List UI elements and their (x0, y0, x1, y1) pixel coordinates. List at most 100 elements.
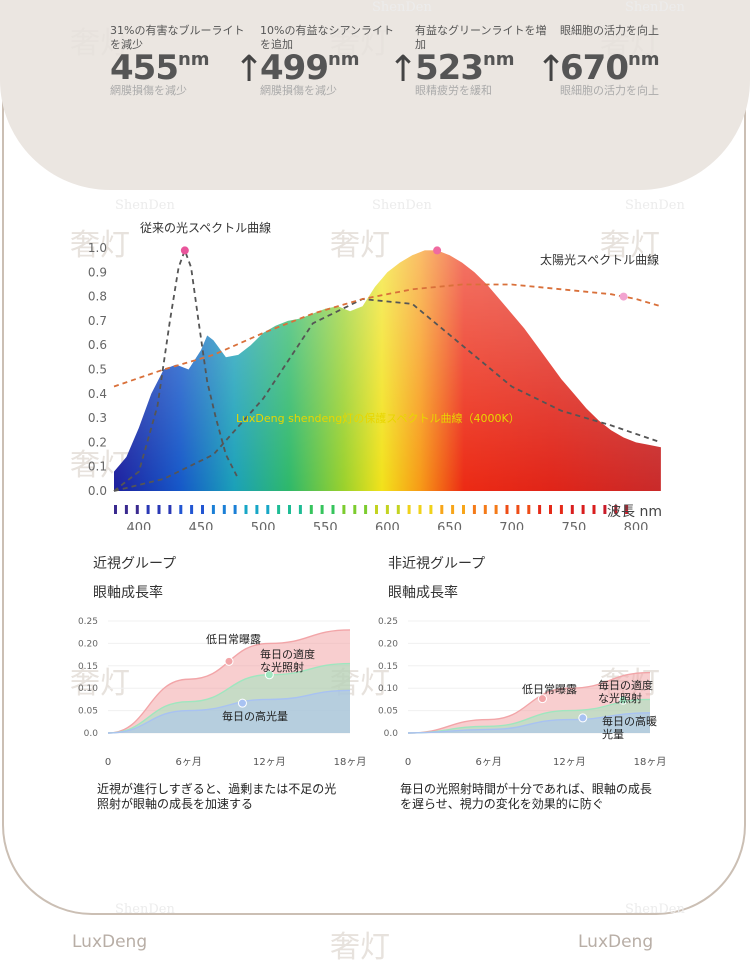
wavelength-swatch (277, 505, 281, 514)
left-panel-title: 近視グループ (93, 556, 177, 572)
y-tick-label: 0.0 (384, 729, 399, 739)
series-label: 低日常曝露 (206, 633, 261, 646)
x-tick-label: 650 (437, 521, 462, 530)
stat-value: 499nm (260, 48, 360, 88)
growth-chart-myopia: 0.25 0.20 0.15 0.10 0.05 0.0 低日常曝露毎日の適度な光照射毎日の… (78, 617, 366, 768)
wavelength-swatch (603, 505, 607, 514)
series-marker (237, 698, 247, 708)
dashed-curve-0 (113, 247, 240, 492)
wavelength-swatch (581, 505, 585, 514)
spectrum-area (114, 250, 661, 491)
y-tick-label: 0.25 (378, 617, 398, 627)
wavelength-swatch (135, 505, 139, 514)
series-marker (264, 670, 274, 680)
wavelength-swatch (157, 505, 161, 514)
sun-curve-label: 太陽光スペクトル曲線 (540, 252, 659, 267)
growth-line-1 (107, 662, 351, 734)
series-label: 毎日の適度 (260, 647, 315, 661)
wavelength-swatch (309, 505, 313, 514)
classic-curve-label: 従来の光スペクトル曲線 (140, 220, 271, 235)
y-tick-label: 0.4 (88, 387, 107, 401)
stat-subtext: 眼精疲労を緩和 (415, 84, 492, 97)
wavelength-swatch (592, 505, 596, 514)
wavelength-swatch (222, 505, 226, 514)
wavelength-swatch (538, 505, 542, 514)
wavelength-swatch (146, 505, 150, 514)
growth-area-2 (108, 690, 350, 733)
growth-line-2 (407, 712, 651, 734)
series-label: 毎日の高光量 (222, 709, 288, 723)
y-tick-label: 0.3 (88, 411, 107, 425)
series-marker (618, 695, 628, 705)
series-marker (578, 713, 588, 723)
wavelength-swatch (549, 505, 552, 514)
y-tick-label: 0.8 (88, 290, 107, 304)
growth-line-0 (407, 671, 651, 734)
wavelength-swatch (320, 505, 324, 514)
wavelength-swatch (385, 505, 389, 514)
wavelength-ticks (114, 505, 629, 514)
y-tick-label: 0.9 (88, 265, 107, 279)
stat-value: 455nm (110, 48, 210, 88)
brand-footer-left: LuxDeng (72, 932, 148, 952)
stat-description: 10%の有益なシアンライトを追加 (260, 24, 395, 51)
y-tick-label: 0.15 (378, 662, 398, 672)
series-label: 毎日の適度 (598, 678, 653, 692)
wavelength-swatch (451, 505, 455, 514)
series-label: 毎日の高暖 (602, 714, 657, 728)
y-tick-label: 1.0 (88, 241, 107, 255)
hero-band (0, 0, 750, 190)
wavelength-swatch (244, 505, 248, 514)
x-tick-label: 6ヶ月 (175, 756, 201, 768)
wavelength-swatch (429, 505, 433, 514)
right-panel-title: 非近視グループ (388, 556, 486, 572)
series-label: 光量 (602, 727, 624, 741)
wavelength-swatch (114, 505, 117, 514)
wavelength-swatch (440, 505, 444, 514)
wavelength-swatch (462, 505, 465, 514)
spectrum-chart: 0.0 0.1 0.2 0.3 0.4 0.5 0.6 0.7 0.8 0.9 1.0 400 450… (88, 220, 662, 530)
wavelength-swatch (505, 505, 509, 514)
series-label: な光照射 (260, 660, 304, 674)
wavelength-swatch (559, 505, 563, 514)
stat-description: 有益なグリーンライトを増加 (415, 24, 547, 51)
wavelength-swatch (266, 505, 270, 514)
growth-line-0 (107, 629, 351, 734)
up-arrow-icon: ↑ (388, 49, 419, 90)
y-tick-label: 0.25 (78, 617, 98, 627)
left-panel-subtitle: 眼軸成長率 (93, 585, 163, 601)
wavelength-swatch (396, 505, 400, 514)
x-tick-label: 6ヶ月 (475, 756, 501, 768)
growth-chart-non-myopia: 0.25 0.20 0.15 0.10 0.05 0.0 低日常曝露 毎日の適度な光照射毎日の… (378, 617, 666, 768)
wavelength-swatch (516, 505, 520, 514)
wavelength-swatch (494, 505, 498, 514)
y-tick-label: 0.05 (78, 707, 98, 717)
y-tick-label: 0.15 (78, 662, 98, 672)
y-tick-label: 0.7 (88, 314, 107, 328)
x-tick-label: 450 (189, 521, 214, 530)
x-axis: 400 450 500 550 600 650 700 750 800 (126, 521, 648, 530)
y-tick-label: 0.0 (84, 729, 99, 739)
x-tick-label: 12ヶ月 (553, 756, 586, 768)
y-tick-label: 0.20 (78, 639, 98, 649)
wavelength-swatch (233, 505, 237, 514)
wavelength-swatch (472, 505, 476, 514)
series-label: 低日常曝露 (522, 683, 577, 696)
y-tick-label: 0.10 (78, 684, 98, 694)
dashed-curve-2 (113, 283, 662, 388)
wavelength-swatch (375, 505, 378, 514)
y-tick-label: 0.2 (88, 435, 107, 449)
spectrum-highlight (114, 250, 661, 491)
x-tick-label: 600 (375, 521, 400, 530)
y-tick-label: 0.6 (88, 338, 107, 352)
classic-peak-marker (180, 246, 189, 255)
wavelength-swatch (124, 505, 128, 514)
series-marker (224, 656, 234, 666)
wavelength-swatch (201, 505, 204, 514)
wavelength-swatch (570, 505, 574, 514)
wavelength-swatch (342, 505, 346, 514)
x-tick-label: 750 (561, 521, 586, 530)
watermark: 奢灯 (330, 930, 390, 965)
sun-curve-marker (619, 292, 628, 301)
wavelength-swatch (625, 505, 629, 514)
